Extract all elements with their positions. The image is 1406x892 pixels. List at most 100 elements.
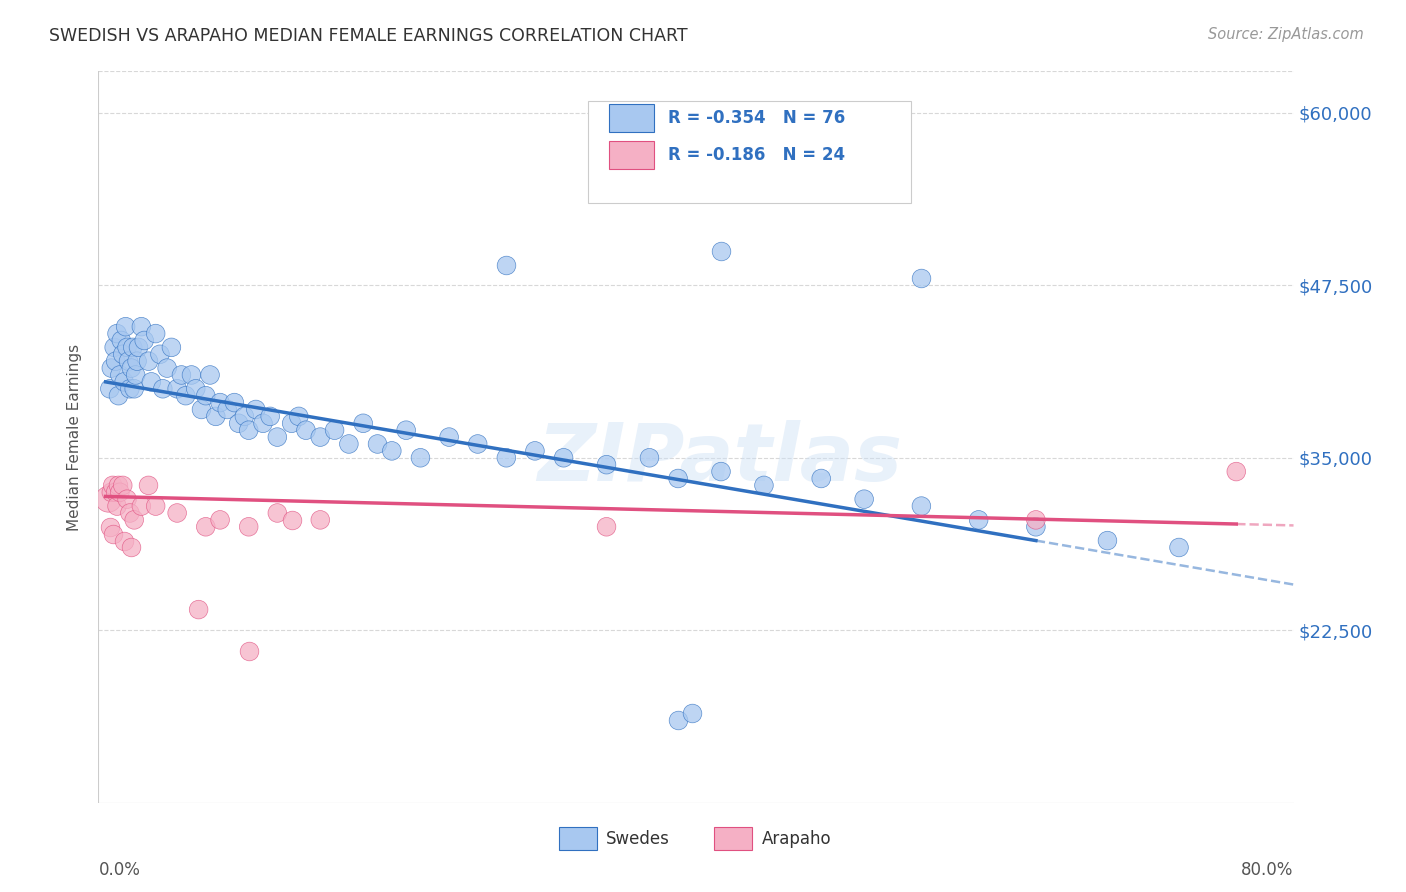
Point — [323, 423, 346, 437]
Bar — [609, 104, 654, 132]
Point — [666, 713, 689, 727]
Point — [112, 375, 135, 389]
Point — [194, 520, 217, 534]
Point — [595, 520, 617, 534]
Point — [138, 354, 160, 368]
Point — [638, 450, 661, 465]
Point — [309, 513, 332, 527]
Point — [595, 458, 617, 472]
Point — [104, 354, 127, 368]
Point — [681, 706, 703, 720]
Point — [553, 450, 575, 465]
Point — [381, 443, 404, 458]
Point — [125, 354, 148, 368]
Point — [117, 354, 139, 368]
Point — [367, 437, 389, 451]
Point — [259, 409, 281, 424]
Point — [337, 437, 360, 451]
Text: ZIPatlas: ZIPatlas — [537, 420, 903, 498]
Point — [180, 368, 202, 382]
Point — [238, 520, 260, 534]
Point — [495, 450, 517, 465]
Point — [810, 471, 832, 485]
Text: 0.0%: 0.0% — [98, 862, 141, 880]
Point — [105, 326, 128, 341]
Point — [105, 499, 128, 513]
Point — [266, 506, 288, 520]
Point — [134, 334, 156, 348]
Point — [98, 520, 121, 534]
Bar — [558, 827, 596, 850]
Point — [853, 492, 876, 507]
Point — [111, 478, 134, 492]
Text: R = -0.354   N = 76: R = -0.354 N = 76 — [668, 109, 846, 128]
Text: Source: ZipAtlas.com: Source: ZipAtlas.com — [1208, 27, 1364, 42]
Point — [166, 382, 188, 396]
Point — [110, 334, 132, 348]
Point — [114, 319, 136, 334]
Point — [190, 402, 212, 417]
Point — [121, 340, 143, 354]
Point — [120, 541, 142, 555]
Point — [209, 395, 232, 409]
Point — [437, 430, 460, 444]
Point — [107, 389, 129, 403]
Point — [112, 533, 135, 548]
Point — [209, 513, 232, 527]
Point — [295, 423, 318, 437]
Point — [115, 492, 138, 507]
FancyBboxPatch shape — [589, 101, 911, 203]
Point — [666, 471, 689, 485]
Point — [395, 423, 418, 437]
Point — [101, 478, 124, 492]
Point — [111, 347, 134, 361]
Point — [187, 602, 209, 616]
Point — [409, 450, 432, 465]
Point — [122, 513, 145, 527]
Y-axis label: Median Female Earnings: Median Female Earnings — [67, 343, 83, 531]
Point — [467, 437, 489, 451]
Point — [1025, 520, 1047, 534]
Point — [97, 492, 120, 507]
Point — [108, 368, 131, 382]
Point — [1097, 533, 1119, 548]
Point — [194, 389, 217, 403]
Point — [174, 389, 197, 403]
Point — [309, 430, 332, 444]
Point — [120, 361, 142, 376]
Point — [160, 340, 183, 354]
Point — [280, 513, 302, 527]
Point — [184, 382, 207, 396]
Point — [122, 382, 145, 396]
Point — [118, 506, 141, 520]
Point — [233, 409, 256, 424]
Point — [131, 319, 153, 334]
Point — [288, 409, 311, 424]
Text: 80.0%: 80.0% — [1241, 862, 1294, 880]
Point — [352, 417, 374, 431]
Point — [252, 417, 274, 431]
Point — [166, 506, 188, 520]
Point — [523, 443, 546, 458]
Point — [710, 244, 733, 258]
Point — [198, 368, 221, 382]
Text: Swedes: Swedes — [606, 830, 671, 847]
Point — [238, 423, 260, 437]
Point — [1168, 541, 1191, 555]
Point — [138, 478, 160, 492]
Point — [118, 382, 141, 396]
Point — [145, 326, 167, 341]
Point — [910, 499, 932, 513]
Point — [245, 402, 267, 417]
Point — [108, 485, 131, 500]
Point — [145, 499, 167, 513]
Point — [149, 347, 172, 361]
Point — [1025, 513, 1047, 527]
Point — [100, 485, 122, 500]
Point — [495, 258, 517, 272]
Point — [228, 417, 250, 431]
Point — [280, 417, 302, 431]
Point — [103, 340, 125, 354]
Point — [710, 465, 733, 479]
Point — [170, 368, 193, 382]
